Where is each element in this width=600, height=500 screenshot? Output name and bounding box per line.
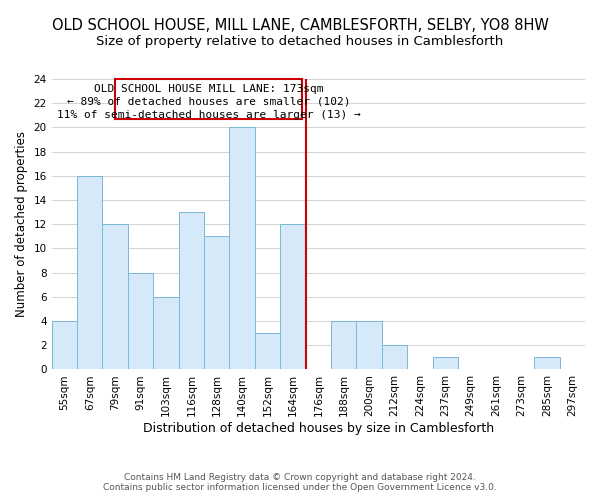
Text: Contains HM Land Registry data © Crown copyright and database right 2024.: Contains HM Land Registry data © Crown c…: [124, 472, 476, 482]
Bar: [356, 321, 382, 370]
Bar: [229, 128, 255, 370]
Bar: [103, 224, 128, 370]
Bar: [179, 212, 204, 370]
Bar: [280, 224, 305, 370]
Text: Size of property relative to detached houses in Camblesforth: Size of property relative to detached ho…: [97, 35, 503, 48]
Bar: [77, 176, 103, 370]
Text: OLD SCHOOL HOUSE MILL LANE: 173sqm: OLD SCHOOL HOUSE MILL LANE: 173sqm: [94, 84, 323, 94]
Bar: [433, 358, 458, 370]
X-axis label: Distribution of detached houses by size in Camblesforth: Distribution of detached houses by size …: [143, 422, 494, 435]
Bar: [204, 236, 229, 370]
Text: Contains public sector information licensed under the Open Government Licence v3: Contains public sector information licen…: [103, 484, 497, 492]
Text: ← 89% of detached houses are smaller (102): ← 89% of detached houses are smaller (10…: [67, 97, 350, 107]
Text: 11% of semi-detached houses are larger (13) →: 11% of semi-detached houses are larger (…: [56, 110, 361, 120]
Y-axis label: Number of detached properties: Number of detached properties: [15, 131, 28, 317]
Text: OLD SCHOOL HOUSE, MILL LANE, CAMBLESFORTH, SELBY, YO8 8HW: OLD SCHOOL HOUSE, MILL LANE, CAMBLESFORT…: [52, 18, 548, 32]
Bar: [534, 358, 560, 370]
FancyBboxPatch shape: [115, 79, 302, 119]
Bar: [331, 321, 356, 370]
Bar: [255, 333, 280, 370]
Bar: [153, 297, 179, 370]
Bar: [382, 346, 407, 370]
Bar: [128, 272, 153, 370]
Bar: [52, 321, 77, 370]
